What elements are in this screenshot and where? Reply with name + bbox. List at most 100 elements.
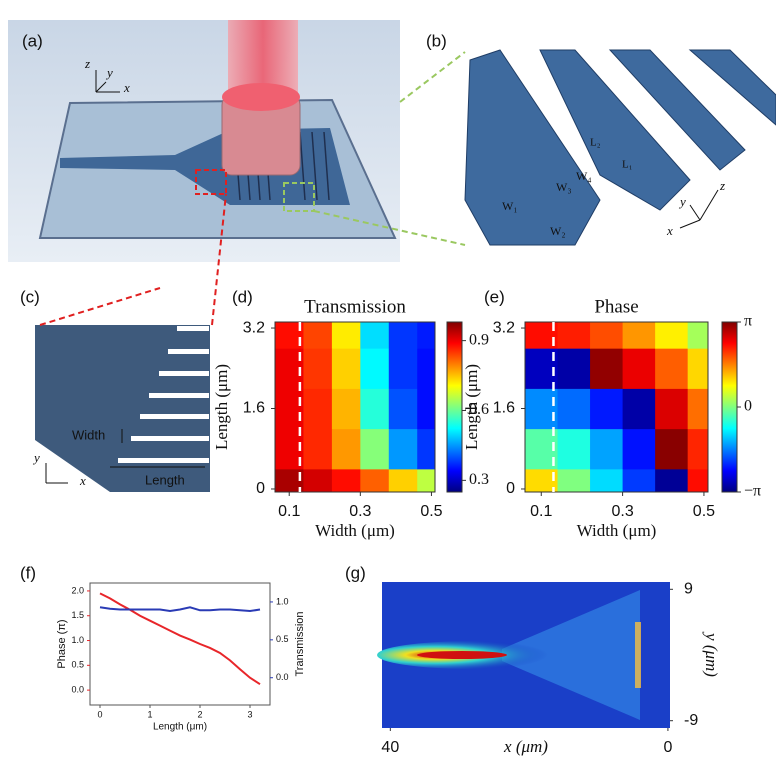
heatmap-cell <box>360 428 390 470</box>
x-tick-label: 0.5 <box>693 503 715 520</box>
y-tick-label: 9 <box>684 581 693 598</box>
colorbar-tick-label: −π <box>744 483 761 500</box>
panel-label: (b) <box>426 31 447 50</box>
heatmap-cell <box>417 348 436 389</box>
heatmap-cell <box>687 468 709 493</box>
panel-c: Width Length y x <box>32 193 227 492</box>
dimension-label: L₁ <box>622 159 633 171</box>
heatmap-cell <box>303 428 333 470</box>
beam-core <box>417 651 507 659</box>
dimension-label: W₂ <box>550 224 566 238</box>
heatmap-cell <box>622 388 656 430</box>
x-axis-title: Length (μm) <box>153 722 207 733</box>
heatmap-cell <box>622 348 656 389</box>
y-axis-title: y (μm) <box>702 631 721 677</box>
x-tick-label: 2 <box>197 709 202 719</box>
y-tick-label: 3.2 <box>243 319 265 336</box>
zoom-box-b <box>283 182 315 212</box>
colorbar-tick-label: 0.3 <box>469 471 489 488</box>
heatmap-cell <box>590 348 624 389</box>
heatmap-cell <box>360 348 390 389</box>
heatmap-cell <box>303 322 333 349</box>
x-tick-label: 0.1 <box>530 503 552 520</box>
x-tick-label: 0.5 <box>420 503 442 520</box>
y-tick-label: 0.5 <box>71 660 84 670</box>
heatmap-cell <box>525 388 559 430</box>
heatmap-cell <box>687 348 709 389</box>
x-tick-label: 1 <box>147 709 152 719</box>
y-tick-label: 0 <box>256 480 265 497</box>
panel-label: (g) <box>345 563 366 582</box>
heatmap-cell <box>388 468 418 493</box>
x-tick-label: 40 <box>381 739 399 756</box>
dimension-label: W₄ <box>576 169 592 183</box>
dimension-label: Width <box>72 427 105 442</box>
heatmap-cell <box>687 428 709 470</box>
heatmap-cell <box>655 348 689 389</box>
heatmap-cell <box>331 388 361 430</box>
colorbar-tick-label: π <box>744 313 752 330</box>
grating-bars <box>464 49 776 246</box>
heatmap-cell <box>622 468 656 493</box>
y2-tick-label: 1.0 <box>276 596 289 606</box>
x-axis-title: Width (μm) <box>577 521 657 540</box>
axis-letter: z <box>719 178 725 193</box>
heatmap-cell <box>655 468 689 493</box>
heatmap-cell <box>331 428 361 470</box>
y2-axis-title: Transmission <box>294 612 306 677</box>
x-axis-title: x (μm) <box>503 737 548 756</box>
y2-tick-label: 0.5 <box>276 634 289 644</box>
heatmap-cell <box>360 388 390 430</box>
plot-frame <box>524 321 709 493</box>
axis-letter: y <box>678 194 686 209</box>
panel-label: (e) <box>484 287 505 306</box>
x-axis-title: Width (μm) <box>315 521 395 540</box>
heatmap-cell <box>557 468 591 493</box>
dimension-label: Length <box>145 472 185 487</box>
colorbar-tick-label: 0.6 <box>469 401 489 418</box>
heatmap-cell <box>360 468 390 493</box>
heatmap-cell <box>303 348 333 389</box>
heatmap-cell <box>388 322 418 349</box>
y-tick-label: 3.2 <box>493 319 515 336</box>
panel-label: (c) <box>20 287 40 306</box>
heatmap-cell <box>590 322 624 349</box>
heatmap-cell <box>687 322 709 349</box>
y-tick-label: 0 <box>506 480 515 497</box>
x-tick-label: 0.3 <box>349 503 371 520</box>
panel-a: z y x <box>8 20 400 262</box>
metalens <box>635 622 641 688</box>
heatmap-cell <box>417 322 436 349</box>
plot-frame <box>89 582 271 706</box>
y-axis-title: Length (μm) <box>462 364 481 450</box>
data-line <box>99 606 261 613</box>
plot-frame <box>274 321 436 493</box>
axis-letter: x <box>666 223 673 238</box>
dimension-label: W₁ <box>502 199 518 213</box>
y-tick-label: 1.0 <box>71 635 84 645</box>
y-tick-label: 0.0 <box>71 684 84 694</box>
heatmap-cell <box>388 388 418 430</box>
heatmap-cell <box>331 322 361 349</box>
dimension-label: W₃ <box>556 180 572 194</box>
objective-top <box>222 83 300 111</box>
colorbar-tick-label: 0 <box>744 398 752 415</box>
heatmap-cell <box>622 428 656 470</box>
y2-tick-label: 0.0 <box>276 672 289 682</box>
heatmap-cell <box>417 428 436 470</box>
heatmap-cell <box>388 348 418 389</box>
x-tick-label: 0 <box>663 739 672 756</box>
heatmap-cell <box>331 348 361 389</box>
heatmap-cell <box>275 388 304 430</box>
heatmap-cell <box>655 388 689 430</box>
heatmap-cell <box>557 322 591 349</box>
colorbar <box>446 321 463 493</box>
y-tick-label: 2.0 <box>71 585 84 595</box>
colorbar-tick-label: 0.9 <box>469 331 489 348</box>
zoom-box-c <box>195 169 227 195</box>
heatmap-cell <box>557 348 591 389</box>
heatmap-cell <box>590 468 624 493</box>
data-line <box>99 592 261 686</box>
chart-title: Transmission <box>304 296 406 317</box>
